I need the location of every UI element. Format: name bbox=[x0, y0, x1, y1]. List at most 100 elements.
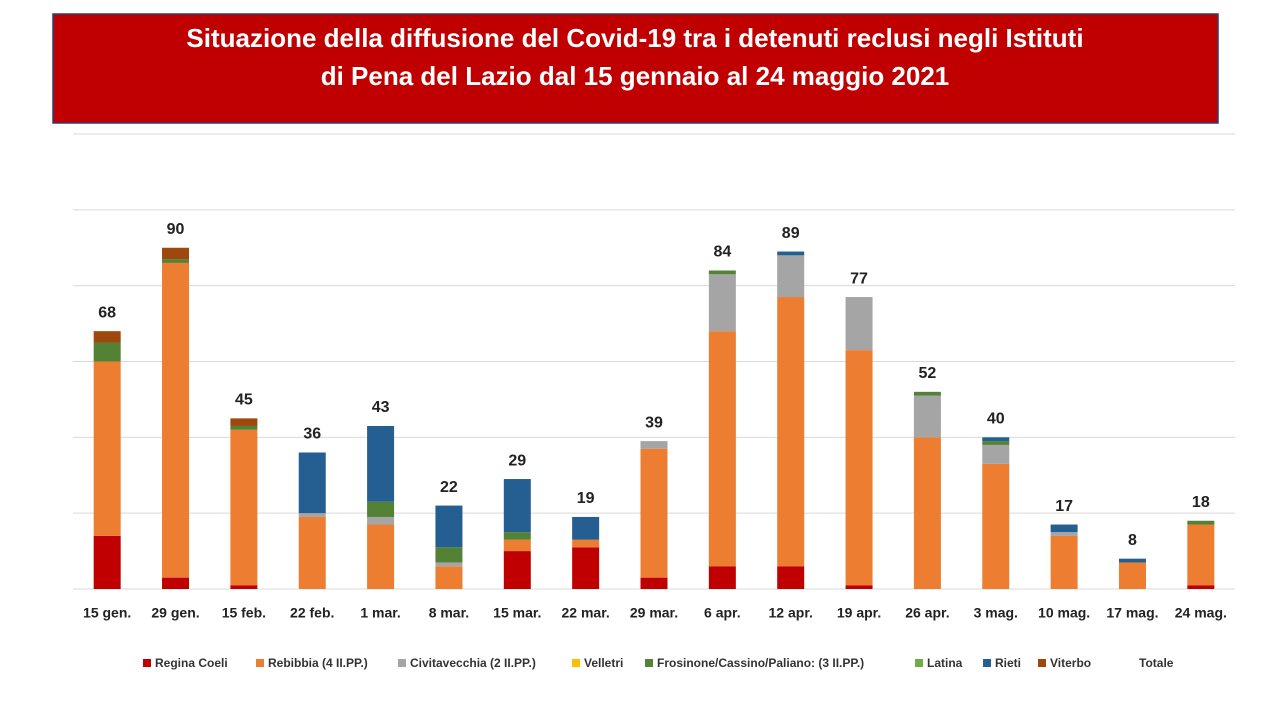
legend-label: Civitavecchia (2 II.PP.) bbox=[410, 656, 536, 670]
total-label: 43 bbox=[372, 399, 390, 416]
legend-swatch bbox=[645, 659, 653, 667]
bar-segment bbox=[982, 463, 1010, 589]
bar-segment bbox=[845, 297, 873, 351]
bar-segment bbox=[435, 505, 463, 548]
bar-segment bbox=[1187, 524, 1215, 586]
x-tick-label: 17 mag. bbox=[1106, 605, 1158, 621]
total-label: 8 bbox=[1128, 532, 1137, 549]
total-label: 90 bbox=[167, 221, 185, 238]
bar-segment bbox=[435, 566, 463, 589]
bar-segment bbox=[845, 350, 873, 586]
x-tick-label: 22 mar. bbox=[562, 605, 610, 621]
total-label: 68 bbox=[98, 304, 116, 321]
bar-segment bbox=[572, 516, 600, 540]
x-tick-label: 15 gen. bbox=[83, 605, 131, 621]
bar-segment bbox=[1118, 562, 1146, 589]
total-label: 19 bbox=[577, 490, 595, 507]
legend-swatch bbox=[256, 659, 264, 667]
bar-segment bbox=[367, 425, 395, 502]
bar-segment bbox=[367, 524, 395, 589]
bar-segment bbox=[913, 437, 941, 589]
bar-segment bbox=[777, 566, 805, 589]
total-label: 36 bbox=[303, 426, 321, 443]
legend-swatch bbox=[398, 659, 406, 667]
legend-label: Velletri bbox=[584, 656, 623, 670]
chart-title: Situazione della diffusione del Covid-19… bbox=[186, 23, 1083, 53]
total-label: 77 bbox=[850, 270, 868, 287]
bar-segment bbox=[640, 577, 668, 589]
bar-segment bbox=[93, 535, 121, 589]
legend-label: Totale bbox=[1139, 656, 1174, 670]
bar-segment bbox=[572, 539, 600, 548]
bar-segment bbox=[640, 448, 668, 578]
bar-segment bbox=[230, 418, 258, 426]
bar-segment bbox=[1187, 585, 1215, 589]
legend-label: Regina Coeli bbox=[155, 656, 228, 670]
legend-label: Rieti bbox=[995, 656, 1021, 670]
x-tick-label: 8 mar. bbox=[429, 605, 469, 621]
title-banner bbox=[52, 13, 1219, 124]
x-tick-label: 26 apr. bbox=[905, 605, 949, 621]
bar-segment bbox=[913, 391, 941, 396]
bar-segment bbox=[982, 444, 1010, 464]
bar-segment bbox=[777, 251, 805, 256]
bar-segment bbox=[230, 585, 258, 589]
bar-segment bbox=[708, 274, 736, 332]
legend-swatch bbox=[143, 659, 151, 667]
total-label: 52 bbox=[919, 365, 937, 382]
total-label: 18 bbox=[1192, 494, 1210, 511]
x-tick-label: 24 mag. bbox=[1175, 605, 1227, 621]
bar-segment bbox=[640, 441, 668, 449]
x-tick-label: 12 apr. bbox=[769, 605, 813, 621]
total-label: 29 bbox=[508, 452, 526, 469]
x-tick-label: 3 mag. bbox=[974, 605, 1018, 621]
legend-swatch bbox=[572, 659, 580, 667]
bar-segment bbox=[913, 395, 941, 438]
x-tick-label: 15 mar. bbox=[493, 605, 541, 621]
bar-segment bbox=[367, 501, 395, 517]
bar-segment bbox=[1187, 520, 1215, 525]
bar-segment bbox=[503, 551, 531, 589]
bar-segment bbox=[708, 566, 736, 589]
legend-swatch bbox=[983, 659, 991, 667]
bar-segment bbox=[503, 479, 531, 533]
x-tick-label: 22 feb. bbox=[290, 605, 334, 621]
legend-swatch bbox=[915, 659, 923, 667]
bar-segment bbox=[93, 331, 121, 343]
bar-segment bbox=[162, 577, 190, 589]
total-label: 40 bbox=[987, 411, 1005, 428]
total-label: 22 bbox=[440, 479, 458, 496]
bar-segment bbox=[1050, 535, 1078, 589]
bar-segment bbox=[777, 297, 805, 567]
x-tick-label: 6 apr. bbox=[704, 605, 741, 621]
bar-segment bbox=[367, 516, 395, 525]
bar-segment bbox=[298, 513, 326, 517]
total-label: 84 bbox=[713, 244, 731, 261]
bar-segment bbox=[435, 547, 463, 563]
bar-segment bbox=[230, 425, 258, 430]
total-label: 17 bbox=[1055, 498, 1073, 515]
total-label: 89 bbox=[782, 225, 800, 242]
legend-label: Rebibbia (4 II.PP.) bbox=[268, 656, 368, 670]
x-tick-label: 1 mar. bbox=[360, 605, 400, 621]
bar-segment bbox=[777, 255, 805, 298]
bar-segment bbox=[708, 331, 736, 567]
total-label: 45 bbox=[235, 392, 253, 409]
bar-segment bbox=[298, 516, 326, 589]
x-tick-label: 15 feb. bbox=[222, 605, 266, 621]
bar-segment bbox=[162, 259, 190, 263]
x-tick-label: 29 mar. bbox=[630, 605, 678, 621]
total-label: 39 bbox=[645, 414, 663, 431]
x-tick-label: 10 mag. bbox=[1038, 605, 1090, 621]
bar-segment bbox=[1118, 558, 1146, 563]
bar-segment bbox=[1050, 524, 1078, 533]
legend-label: Frosinone/Cassino/Paliano: (3 II.PP.) bbox=[657, 656, 864, 670]
bar-segment bbox=[708, 270, 736, 275]
legend-swatch bbox=[1038, 659, 1046, 667]
bar-segment bbox=[93, 342, 121, 362]
bar-segment bbox=[503, 539, 531, 552]
bar-segment bbox=[982, 441, 1010, 445]
bar-segment bbox=[230, 429, 258, 586]
bar-segment bbox=[298, 452, 326, 514]
